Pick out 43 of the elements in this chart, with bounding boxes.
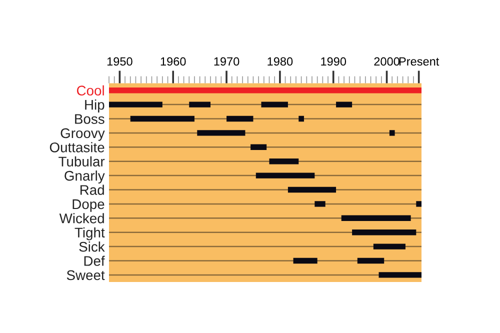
bar <box>197 130 246 136</box>
x-tick-label: 2000 <box>374 57 400 66</box>
y-tick-label: Outtasite <box>50 142 104 152</box>
bar <box>389 130 395 136</box>
bar <box>261 102 288 108</box>
bar <box>250 144 267 150</box>
bar <box>293 258 318 264</box>
bar <box>226 116 254 122</box>
bar <box>288 186 336 193</box>
x-tick-label: 1960 <box>160 57 186 66</box>
bar <box>416 201 422 207</box>
bar <box>373 244 406 250</box>
bar <box>352 230 416 236</box>
x-tick-label: 1990 <box>321 57 346 66</box>
bar <box>256 172 315 178</box>
y-tick-label: Tight <box>74 227 105 240</box>
bar <box>336 102 352 108</box>
x-tick-label: 1970 <box>214 57 240 66</box>
bar <box>130 116 194 122</box>
y-tick-label: Hip <box>85 100 104 112</box>
y-tick-label: Rad <box>80 184 104 195</box>
x-tick-label: 1980 <box>268 57 293 66</box>
y-tick-label: Def <box>84 256 105 266</box>
bar <box>378 272 422 278</box>
x-tick-label: 1950 <box>107 57 132 66</box>
y-tick-label: Sick <box>79 242 105 252</box>
y-tick-label: Boss <box>75 114 104 124</box>
bar <box>357 258 384 264</box>
x-tick-label: Present <box>399 57 440 66</box>
y-tick-label: Groovy <box>60 128 105 141</box>
y-tick-label: Wicked <box>59 213 104 224</box>
y-tick-label: Tubular <box>58 156 105 167</box>
y-tick-label: Cool <box>76 85 104 96</box>
y-tick-label: Sweet <box>66 270 105 280</box>
bar <box>109 102 162 108</box>
bar <box>298 116 304 122</box>
bar <box>269 158 299 164</box>
y-tick-label: Dope <box>72 199 104 212</box>
bar <box>189 102 210 108</box>
bar <box>109 88 422 94</box>
y-tick-label: Gnarly <box>64 170 105 184</box>
bar <box>314 201 326 207</box>
bar <box>341 215 411 221</box>
